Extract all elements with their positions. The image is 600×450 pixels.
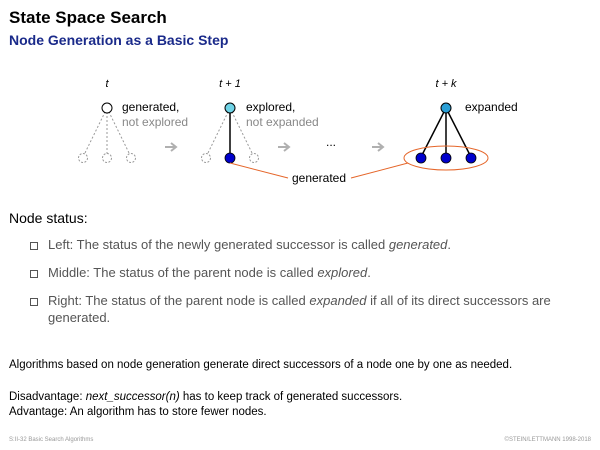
tree-generated	[78, 102, 136, 163]
tree-explored	[201, 102, 259, 164]
label-not-explored: not explored	[122, 115, 188, 129]
generated-successors-ellipse	[403, 145, 489, 171]
time-label-t-plus-k: t + k	[435, 78, 457, 90]
label-generated: generated,	[122, 100, 179, 114]
footer-slide-id: S:II-32 Basic Search Algorithms	[9, 437, 94, 443]
algorithms-paragraph: Algorithms based on node generation gene…	[9, 359, 513, 371]
node-generation-diagram: t t + 1 t + k generated, not explored ex…	[78, 78, 518, 185]
status-middle-item: Middle: The status of the parent node is…	[30, 264, 570, 281]
page-title: State Space Search	[9, 8, 167, 27]
node-explored	[224, 102, 236, 114]
arrow-right-icon	[372, 142, 385, 152]
disadvantage-line: Disadvantage: next_successor(n) has to k…	[9, 391, 403, 403]
status-right-item: Right: The status of the parent node is …	[30, 292, 570, 326]
node-expanded	[440, 102, 452, 114]
label-explored: explored,	[246, 100, 295, 114]
bullet-square-icon	[30, 242, 38, 250]
node-generated	[101, 102, 113, 114]
footer-copyright: ©STEIN/LETTMANN 1998-2018	[504, 437, 591, 443]
label-expanded: expanded	[465, 100, 518, 114]
node-status-list: Left: The status of the newly generated …	[30, 236, 570, 337]
tradeoff-paragraph: Disadvantage: next_successor(n) has to k…	[9, 390, 402, 420]
arrow-right-icon	[278, 142, 291, 152]
bullet-square-icon	[30, 270, 38, 278]
label-generated-bottom: generated	[292, 171, 346, 185]
label-not-expanded: not expanded	[246, 115, 319, 129]
node-status-heading: Node status:	[9, 210, 88, 226]
advantage-line: Advantage: An algorithm has to store few…	[9, 406, 267, 418]
label-ellipsis: ...	[326, 135, 336, 149]
page-subtitle: Node Generation as a Basic Step	[9, 32, 229, 48]
node-generated-successor	[224, 152, 236, 164]
time-label-t: t	[105, 78, 109, 90]
tree-expanded	[415, 102, 477, 164]
bullet-square-icon	[30, 298, 38, 306]
time-label-t-plus-1: t + 1	[219, 78, 241, 90]
arrow-right-icon	[165, 142, 178, 152]
status-left-item: Left: The status of the newly generated …	[30, 236, 570, 253]
